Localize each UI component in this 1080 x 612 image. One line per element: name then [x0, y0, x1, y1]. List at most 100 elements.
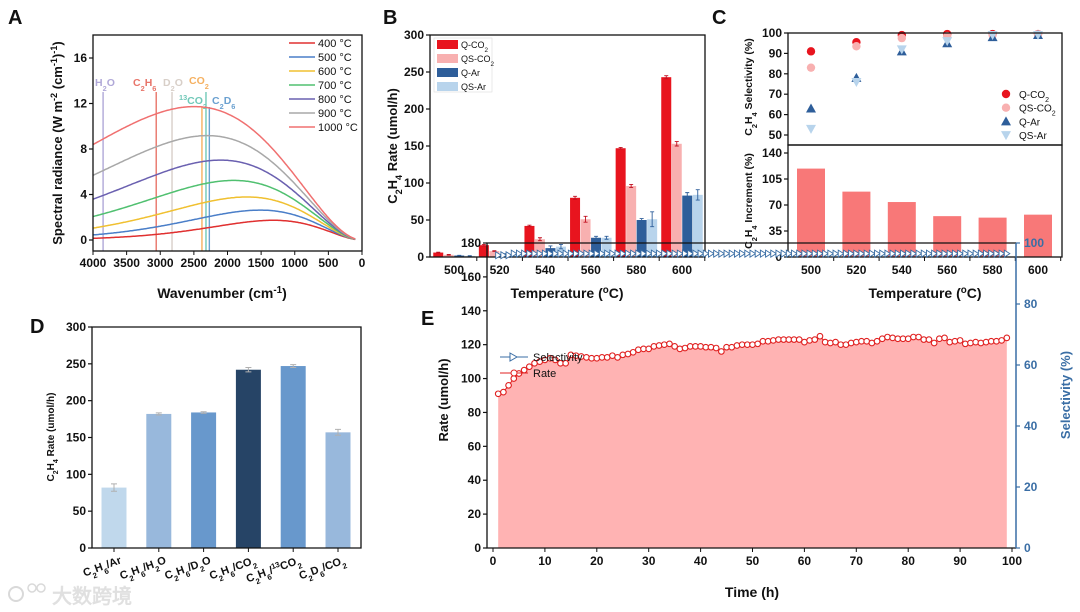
- y-tick-label: 300: [66, 320, 86, 334]
- selectivity-point: [510, 249, 518, 258]
- error-bar: [674, 141, 679, 147]
- selectivity-point: [552, 249, 560, 258]
- rate-point: [754, 340, 762, 348]
- text-run: 2: [394, 189, 404, 194]
- rate-point: [795, 336, 803, 343]
- selectivity-point: [972, 249, 980, 258]
- y-tick-label: 16: [74, 51, 88, 65]
- text-run: 520: [846, 263, 866, 277]
- text-run: C): [967, 285, 982, 301]
- y-tick-label: 0: [79, 541, 86, 555]
- selectivity-point: [796, 249, 804, 258]
- text-run: C: [743, 128, 755, 136]
- text-run: 600: [672, 263, 692, 277]
- text-run: ): [50, 54, 65, 58]
- legend-label: QS-Ar: [1019, 131, 1047, 142]
- text-run: C: [82, 565, 94, 579]
- text-run: Selectivity (%): [1058, 351, 1073, 439]
- rate-point: [998, 337, 1005, 344]
- text-run: C: [163, 568, 175, 582]
- text-run: 60: [1024, 358, 1038, 372]
- rate-area-fill: [498, 336, 1007, 548]
- selectivity-point: [915, 249, 923, 258]
- text-run: 6: [319, 569, 326, 579]
- text-run: Temperature (: [868, 285, 961, 301]
- text-run: Q-CO: [1019, 90, 1045, 101]
- text-run: C: [385, 194, 400, 204]
- y-tick-label: 100: [66, 467, 86, 481]
- text-run: o: [603, 285, 609, 296]
- rate-point: [629, 348, 637, 356]
- text-run: 120: [461, 338, 481, 352]
- legend-swatch: [437, 68, 458, 77]
- legend-swatch: [437, 54, 458, 63]
- y-tick-label: 90: [769, 46, 783, 60]
- selectivity-point: [941, 249, 949, 258]
- rate-point: [712, 344, 720, 352]
- x-tick-label: 560: [937, 263, 957, 277]
- selectivity-point: [801, 249, 809, 258]
- y-tick-label: 0: [775, 250, 782, 264]
- selectivity-point: [868, 249, 876, 258]
- y-tick-label: 50: [411, 213, 425, 227]
- legend-label: 500 °C: [318, 52, 352, 64]
- text-run: C: [743, 241, 755, 249]
- rate-point: [873, 337, 881, 345]
- selectivity-point: [967, 249, 975, 258]
- text-run: 540: [892, 263, 912, 277]
- y-tick-label: 150: [66, 431, 86, 445]
- bar: [661, 77, 672, 258]
- text-run: 300: [66, 320, 86, 334]
- text-run: C: [133, 77, 141, 89]
- text-run: 250: [66, 357, 86, 371]
- text-run: 6: [140, 569, 147, 579]
- selectivity-point: [557, 249, 565, 258]
- y-tick-label: 0: [80, 233, 87, 247]
- text-run: /D: [186, 559, 200, 574]
- selectivity-point: [806, 124, 816, 134]
- bar: [647, 219, 658, 257]
- error-bar: [537, 237, 542, 242]
- selectivity-point: [806, 63, 816, 72]
- selectivity-point: [505, 250, 513, 260]
- y-tick-label: 300: [404, 28, 424, 42]
- text-run: 800 °C: [318, 94, 352, 106]
- text-run: 2: [203, 102, 207, 111]
- selectivity-point: [853, 249, 861, 258]
- selectivity-point: [900, 249, 907, 258]
- y-tick-label: 70: [769, 198, 783, 212]
- text-run: C): [609, 285, 624, 301]
- y-tick-label: 80: [769, 67, 783, 81]
- gas-band-label: CO2: [189, 75, 209, 91]
- text-run: 4: [53, 459, 60, 463]
- y-tick-label: 35: [769, 224, 783, 238]
- y-tick-label: 105: [762, 172, 782, 186]
- rate-point: [562, 359, 570, 367]
- text-run: 600: [1028, 263, 1048, 277]
- text-run: H: [256, 567, 268, 581]
- error-bar: [111, 483, 117, 492]
- legend-label: QS-CO2: [461, 54, 495, 68]
- x-tick-label: 2500: [181, 256, 208, 270]
- selectivity-point: [718, 249, 726, 258]
- selectivity-point: [837, 249, 845, 258]
- text-run: 150: [404, 139, 424, 153]
- text-run: 0: [474, 541, 481, 555]
- text-run: 60: [798, 554, 812, 568]
- x-tick-label: 500: [801, 263, 821, 277]
- text-run: 50: [411, 213, 425, 227]
- text-run: 500 °C: [318, 52, 352, 64]
- text-run: C: [208, 568, 220, 582]
- text-run: O: [107, 77, 115, 89]
- text-run: D: [30, 316, 44, 338]
- selectivity-point: [905, 249, 913, 258]
- radiance-curve-900: [92, 134, 356, 240]
- text-run: 1000: [281, 256, 308, 270]
- selectivity-point: [645, 249, 653, 258]
- selectivity-point: [744, 249, 752, 258]
- selectivity-point: [713, 249, 721, 258]
- text-run: 2: [1045, 97, 1049, 104]
- y-tick-label: 0: [417, 250, 424, 264]
